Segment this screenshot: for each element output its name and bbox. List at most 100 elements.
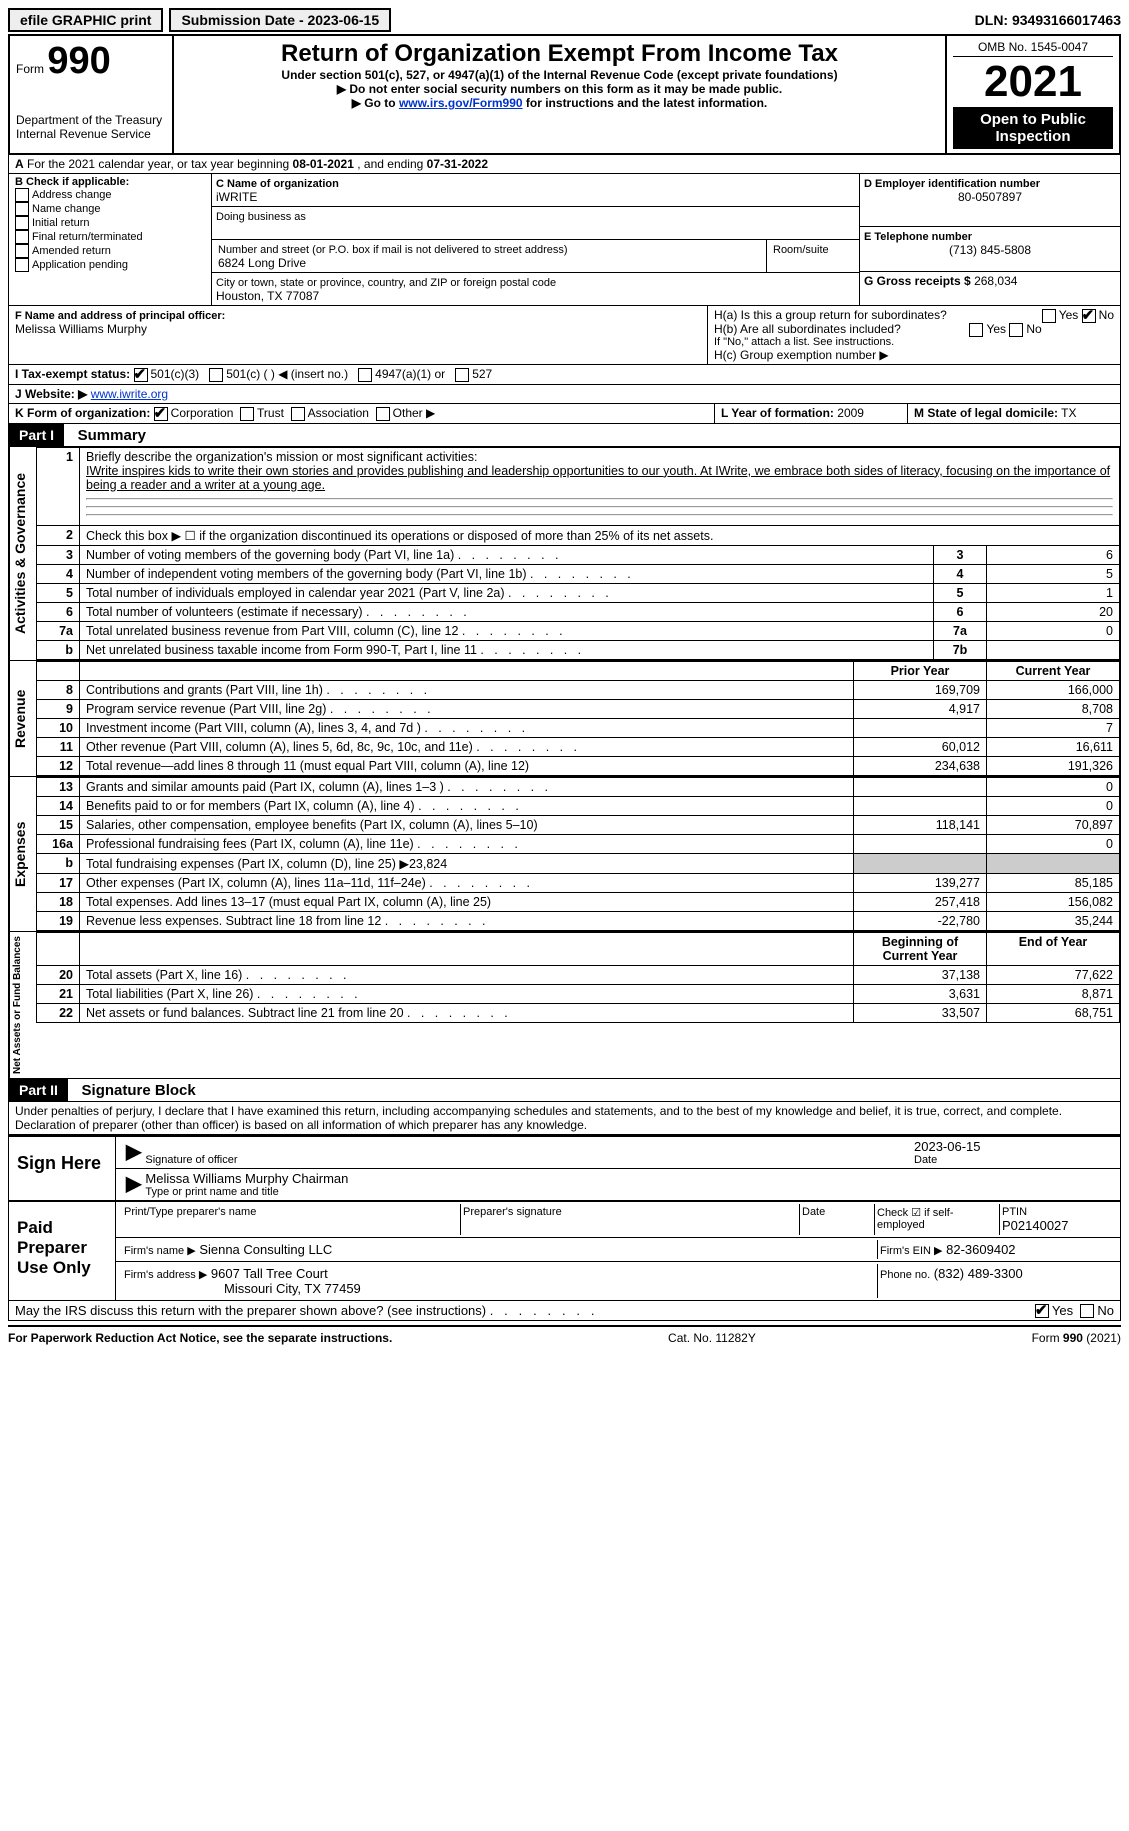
ha-yes-checkbox[interactable] bbox=[1042, 309, 1056, 323]
app-pending-checkbox[interactable] bbox=[15, 258, 29, 272]
firm-name: Sienna Consulting LLC bbox=[199, 1242, 332, 1257]
self-employed-check: Check ☑ if self-employed bbox=[875, 1204, 1000, 1235]
section-h: H(a) Is this a group return for subordin… bbox=[708, 306, 1120, 364]
table-row: 4Number of independent voting members of… bbox=[37, 564, 1120, 583]
amended-return-checkbox[interactable] bbox=[15, 244, 29, 258]
section-deg: D Employer identification number80-05078… bbox=[860, 174, 1120, 305]
dln-label: DLN: 93493166017463 bbox=[975, 12, 1121, 28]
vlabel-revenue: Revenue bbox=[9, 661, 36, 776]
section-b: B Check if applicable: Address change Na… bbox=[9, 174, 212, 305]
discuss-row: May the IRS discuss this return with the… bbox=[8, 1301, 1121, 1321]
gross-receipts: 268,034 bbox=[974, 274, 1017, 288]
vlabel-netassets: Net Assets or Fund Balances bbox=[9, 932, 36, 1078]
table-row: 7aTotal unrelated business revenue from … bbox=[37, 621, 1120, 640]
section-i: I Tax-exempt status: 501(c)(3) 501(c) ( … bbox=[9, 364, 1120, 384]
ha-no-checkbox[interactable] bbox=[1082, 309, 1096, 323]
table-row: 9Program service revenue (Part VIII, lin… bbox=[37, 699, 1120, 718]
ptin-value: P02140027 bbox=[1002, 1218, 1112, 1233]
org-address: 6824 Long Drive bbox=[218, 256, 306, 270]
table-row: 15Salaries, other compensation, employee… bbox=[37, 815, 1120, 834]
table-row: 21Total liabilities (Part X, line 26)3,6… bbox=[37, 984, 1120, 1003]
submission-date-box: Submission Date - 2023-06-15 bbox=[169, 8, 391, 32]
phone-value: (713) 845-5808 bbox=[864, 243, 1116, 257]
netassets-table: Beginning of Current YearEnd of Year 20T… bbox=[36, 932, 1120, 1023]
footer-center: Cat. No. 11282Y bbox=[668, 1331, 756, 1345]
open-public: Open to Public Inspection bbox=[953, 107, 1113, 149]
form-subtitle-2: ▶ Do not enter social security numbers o… bbox=[180, 82, 939, 96]
line2-text: Check this box ▶ ☐ if the organization d… bbox=[80, 525, 1120, 545]
firm-ein: 82-3609402 bbox=[946, 1242, 1015, 1257]
table-row: bTotal fundraising expenses (Part IX, co… bbox=[37, 853, 1120, 873]
other-checkbox[interactable] bbox=[376, 407, 390, 421]
assoc-checkbox[interactable] bbox=[291, 407, 305, 421]
paid-preparer-label: Paid Preparer Use Only bbox=[9, 1202, 116, 1300]
website-link[interactable]: www.iwrite.org bbox=[91, 387, 168, 401]
expenses-table: 13Grants and similar amounts paid (Part … bbox=[36, 777, 1120, 931]
table-row: 12Total revenue—add lines 8 through 11 (… bbox=[37, 756, 1120, 775]
discuss-no-checkbox[interactable] bbox=[1080, 1304, 1094, 1318]
vlabel-expenses: Expenses bbox=[9, 777, 36, 931]
revenue-table: Prior YearCurrent Year 8Contributions an… bbox=[36, 661, 1120, 776]
part1-title: Summary bbox=[68, 427, 146, 444]
vlabel-governance: Activities & Governance bbox=[9, 447, 36, 660]
table-row: 18Total expenses. Add lines 13–17 (must … bbox=[37, 892, 1120, 911]
table-row: 10Investment income (Part VIII, column (… bbox=[37, 718, 1120, 737]
officer-printed-name: Melissa Williams Murphy Chairman bbox=[145, 1171, 1114, 1186]
dept-irs: Internal Revenue Service bbox=[16, 127, 166, 141]
table-row: 19Revenue less expenses. Subtract line 1… bbox=[37, 911, 1120, 930]
form-title: Return of Organization Exempt From Incom… bbox=[180, 40, 939, 68]
org-city: Houston, TX 77087 bbox=[216, 289, 319, 303]
form-subtitle-3: ▶ Go to www.irs.gov/Form990 for instruct… bbox=[180, 96, 939, 110]
form-subtitle-1: Under section 501(c), 527, or 4947(a)(1)… bbox=[180, 68, 939, 82]
sign-here-label: Sign Here bbox=[9, 1137, 116, 1200]
firm-addr1: 9607 Tall Tree Court bbox=[211, 1266, 328, 1281]
name-change-checkbox[interactable] bbox=[15, 202, 29, 216]
table-row: 3Number of voting members of the governi… bbox=[37, 545, 1120, 564]
501c-checkbox[interactable] bbox=[209, 368, 223, 382]
part2-bar: Part II bbox=[9, 1079, 68, 1101]
table-row: 5Total number of individuals employed in… bbox=[37, 583, 1120, 602]
dept-treasury: Department of the Treasury bbox=[16, 113, 166, 127]
footer-left: For Paperwork Reduction Act Notice, see … bbox=[8, 1331, 392, 1345]
hb-yes-checkbox[interactable] bbox=[969, 323, 983, 337]
section-klm: K Form of organization: Corporation Trus… bbox=[9, 403, 1120, 423]
omb-number: OMB No. 1545-0047 bbox=[953, 40, 1113, 57]
part1-bar: Part I bbox=[9, 424, 64, 446]
527-checkbox[interactable] bbox=[455, 368, 469, 382]
corp-checkbox[interactable] bbox=[154, 407, 168, 421]
final-return-checkbox[interactable] bbox=[15, 230, 29, 244]
form-header: Form 990 Department of the Treasury Inte… bbox=[8, 34, 1121, 155]
trust-checkbox[interactable] bbox=[240, 407, 254, 421]
form-prefix: Form bbox=[16, 62, 44, 76]
form-number: 990 bbox=[47, 40, 110, 82]
section-j: J Website: ▶ www.iwrite.org bbox=[9, 384, 1120, 403]
discuss-yes-checkbox[interactable] bbox=[1035, 1304, 1049, 1318]
governance-table: 1 Briefly describe the organization's mi… bbox=[36, 447, 1120, 660]
part2-title: Signature Block bbox=[72, 1082, 196, 1099]
form990-link[interactable]: www.irs.gov/Form990 bbox=[399, 96, 523, 110]
org-name: iWRITE bbox=[216, 190, 257, 204]
table-row: 8Contributions and grants (Part VIII, li… bbox=[37, 680, 1120, 699]
page-footer: For Paperwork Reduction Act Notice, see … bbox=[8, 1325, 1121, 1345]
firm-phone: (832) 489-3300 bbox=[934, 1266, 1023, 1281]
501c3-checkbox[interactable] bbox=[134, 368, 148, 382]
table-row: 22Net assets or fund balances. Subtract … bbox=[37, 1003, 1120, 1022]
sig-date: 2023-06-15 bbox=[914, 1139, 1114, 1154]
tax-year: 2021 bbox=[953, 57, 1113, 107]
table-row: 20Total assets (Part X, line 16)37,13877… bbox=[37, 965, 1120, 984]
table-row: 16aProfessional fundraising fees (Part I… bbox=[37, 834, 1120, 853]
perjury-text: Under penalties of perjury, I declare th… bbox=[8, 1102, 1121, 1135]
initial-return-checkbox[interactable] bbox=[15, 216, 29, 230]
address-change-checkbox[interactable] bbox=[15, 188, 29, 202]
year-formation: 2009 bbox=[837, 406, 864, 420]
hb-no-checkbox[interactable] bbox=[1009, 323, 1023, 337]
4947-checkbox[interactable] bbox=[358, 368, 372, 382]
efile-print-button[interactable]: efile GRAPHIC print bbox=[8, 8, 163, 32]
table-row: bNet unrelated business taxable income f… bbox=[37, 640, 1120, 659]
ein-value: 80-0507897 bbox=[864, 190, 1116, 204]
footer-right: Form 990 (2021) bbox=[1032, 1331, 1121, 1345]
mission-text: IWrite inspires kids to write their own … bbox=[86, 464, 1110, 492]
table-row: 13Grants and similar amounts paid (Part … bbox=[37, 777, 1120, 796]
firm-addr2: Missouri City, TX 77459 bbox=[224, 1281, 361, 1296]
table-row: 14Benefits paid to or for members (Part … bbox=[37, 796, 1120, 815]
